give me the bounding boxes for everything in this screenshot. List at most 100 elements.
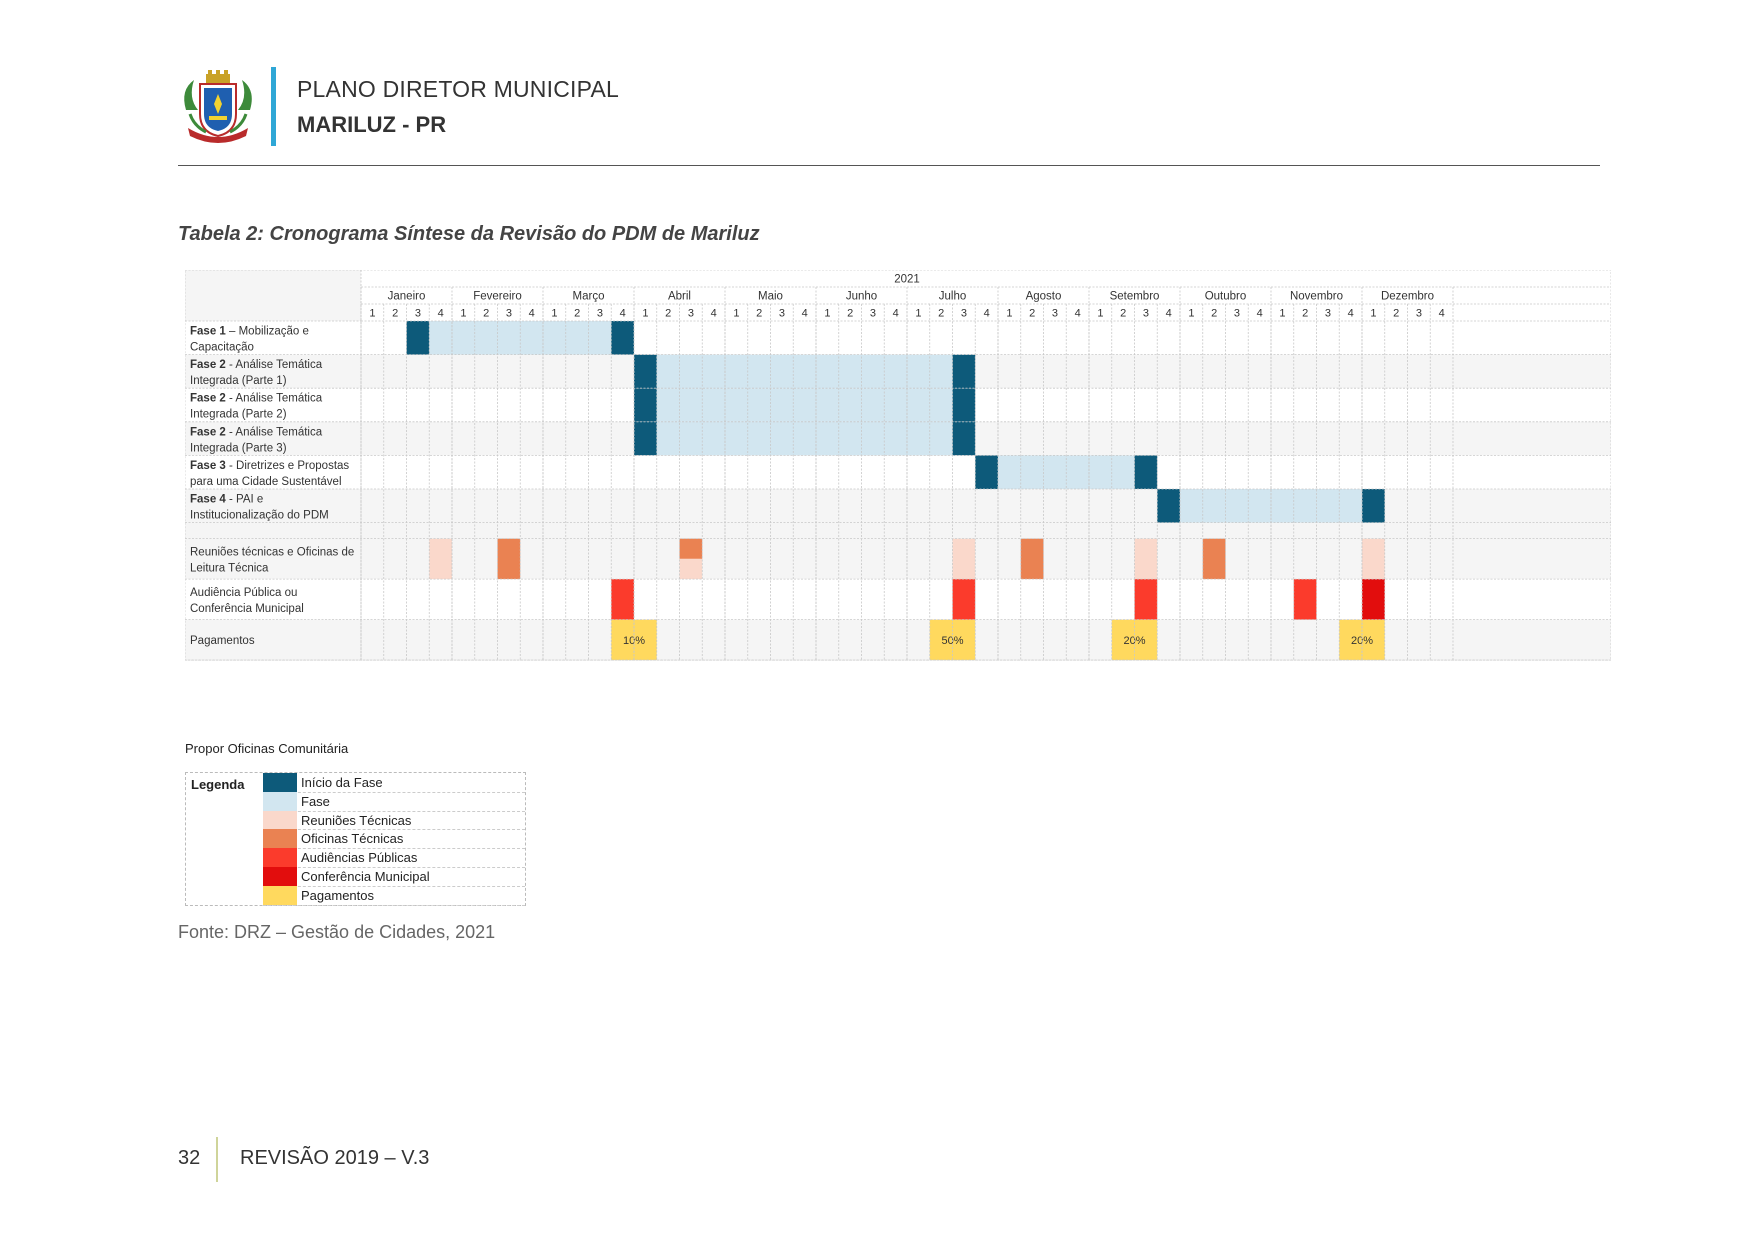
phase-end-marker — [952, 388, 976, 422]
month-label: Dezembro — [1381, 291, 1434, 303]
week-label: 2 — [1211, 308, 1217, 320]
week-label: 4 — [893, 308, 899, 320]
phase-label-bold: Fase 2 — [190, 426, 226, 438]
header-corner-cell — [185, 270, 361, 321]
week-label: 4 — [802, 308, 808, 320]
phase-label-line2: Integrada (Parte 1) — [190, 375, 287, 387]
week-label: 3 — [688, 308, 694, 320]
event-label: Audiência Pública ou — [190, 587, 297, 599]
week-label: 1 — [824, 308, 830, 320]
legend-swatch — [263, 885, 297, 905]
payments-label: Pagamentos — [190, 635, 255, 647]
week-label: 1 — [369, 308, 375, 320]
phase-row-bg — [185, 321, 1611, 355]
week-label: 4 — [529, 308, 535, 320]
phase-bar — [634, 388, 976, 422]
event-cell-reuniao — [952, 538, 976, 580]
week-label: 1 — [642, 308, 648, 320]
extra-note: Propor Oficinas Comunitária — [185, 741, 349, 756]
week-label: 4 — [438, 308, 444, 320]
phase-label-text: - Análise Temática — [226, 359, 323, 371]
phase-end-marker — [952, 421, 976, 456]
event-cell-oficina — [679, 538, 703, 559]
week-label: 3 — [506, 308, 512, 320]
header-title: PLANO DIRETOR MUNICIPAL — [297, 76, 619, 102]
phase-label-bold: Fase 1 — [190, 326, 226, 338]
phase-bar — [634, 421, 976, 456]
week-label: 1 — [1188, 308, 1194, 320]
phase-row-bg — [185, 489, 1611, 523]
week-label: 4 — [984, 308, 990, 320]
phase-label: Fase 2 - Análise Temática — [190, 426, 323, 438]
week-label: 3 — [961, 308, 967, 320]
phase-end-marker — [1134, 455, 1158, 489]
event-cell-oficina — [1202, 538, 1226, 580]
event-cell-reuniao — [1134, 538, 1158, 580]
event-cell-oficina — [497, 538, 521, 580]
header-divider — [178, 165, 1600, 166]
week-label: 4 — [1257, 308, 1263, 320]
week-label: 3 — [1325, 308, 1331, 320]
phase-row-bg — [185, 455, 1611, 489]
legend-item: Fase — [263, 791, 525, 812]
week-label: 2 — [1302, 308, 1308, 320]
event-label: Reuniões técnicas e Oficinas de — [190, 547, 354, 559]
month-label: Junho — [846, 291, 877, 303]
week-label: 2 — [665, 308, 671, 320]
event-cell-conferencia — [1362, 579, 1385, 620]
week-label: 2 — [1029, 308, 1035, 320]
week-label: 2 — [483, 308, 489, 320]
legend-label: Oficinas Técnicas — [301, 831, 404, 847]
week-label: 3 — [870, 308, 876, 320]
phase-label-text: - Análise Temática — [226, 393, 323, 405]
phase-label-text: - Diretrizes e Propostas — [226, 460, 350, 472]
week-label: 4 — [1166, 308, 1172, 320]
phase-label-text: – Mobilização e — [226, 326, 309, 338]
week-label: 3 — [415, 308, 421, 320]
week-label: 4 — [1439, 308, 1445, 320]
week-label: 4 — [620, 308, 626, 320]
week-label: 2 — [756, 308, 762, 320]
phase-label-line2: Capacitação — [190, 342, 254, 354]
legend-label: Audiências Públicas — [301, 850, 418, 866]
legend-swatch — [263, 773, 297, 792]
week-label: 2 — [1393, 308, 1399, 320]
phase-end-marker — [1362, 489, 1385, 523]
legend-label: Início da Fase — [301, 775, 383, 790]
week-label: 1 — [915, 308, 921, 320]
phase-label-line2: Integrada (Parte 3) — [190, 442, 287, 454]
event-cell-reuniao — [1362, 538, 1385, 580]
phase-label-bold: Fase 2 — [190, 359, 226, 371]
phase-bar — [634, 354, 976, 389]
grid-lines — [185, 270, 1611, 661]
week-label: 1 — [1370, 308, 1376, 320]
event-cell-reuniao — [429, 538, 452, 580]
phase-label: Fase 3 - Diretrizes e Propostas — [190, 460, 349, 472]
event-cell-reuniao — [679, 558, 703, 580]
phase-end-marker — [952, 354, 976, 389]
week-label: 1 — [460, 308, 466, 320]
legend-label: Conferência Municipal — [301, 869, 430, 884]
source-line: Fonte: DRZ – Gestão de Cidades, 2021 — [178, 922, 496, 942]
event-label-line2: Leitura Técnica — [190, 563, 269, 575]
month-label: Julho — [939, 291, 967, 303]
legend-label: Pagamentos — [301, 887, 374, 903]
table-caption: Tabela 2: Cronograma Síntese da Revisão … — [178, 223, 760, 245]
week-label: 1 — [1097, 308, 1103, 320]
event-cell-oficina — [1020, 538, 1044, 580]
week-label: 1 — [551, 308, 557, 320]
phase-start-marker — [975, 455, 998, 489]
week-label: 1 — [1006, 308, 1012, 320]
phase-label: Fase 2 - Análise Temática — [190, 393, 323, 405]
month-label: Janeiro — [388, 291, 426, 303]
legend-item: Audiências Públicas — [263, 848, 525, 868]
legend-item: Conferência Municipal — [263, 867, 525, 887]
legend-item: Reuniões Técnicas — [263, 810, 525, 831]
spacer-row-bg — [185, 522, 1611, 539]
week-label: 2 — [574, 308, 580, 320]
week-label: 3 — [1143, 308, 1149, 320]
event-cell-audiencia — [611, 579, 634, 620]
month-label: Setembro — [1110, 291, 1160, 303]
phase-label-bold: Fase 2 — [190, 393, 226, 405]
